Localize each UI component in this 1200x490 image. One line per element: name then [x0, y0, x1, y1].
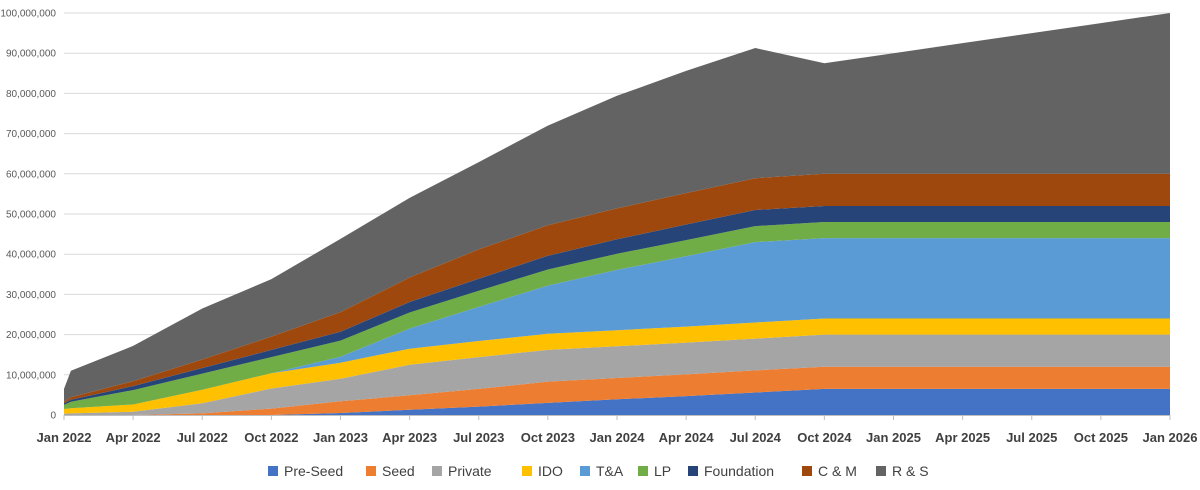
x-tick-label: Apr 2023 [382, 430, 437, 445]
area-ido [64, 318, 1170, 414]
x-tick-label: Apr 2024 [659, 430, 715, 445]
y-tick-label: 10,000,000 [6, 370, 56, 381]
y-tick-label: 0 [50, 411, 56, 422]
x-tick-label: Apr 2025 [935, 430, 990, 445]
legend-swatch [580, 466, 590, 476]
x-tick-label: Jul 2024 [730, 430, 782, 445]
y-tick-label: 50,000,000 [6, 210, 56, 221]
area-series [64, 13, 1170, 415]
legend-label: Seed [382, 463, 415, 479]
legend-swatch [688, 466, 698, 476]
legend-item-seed: Seed [366, 463, 415, 479]
legend-item-ido: IDO [522, 463, 563, 479]
legend-label: IDO [538, 463, 563, 479]
y-tick-label: 40,000,000 [6, 250, 56, 261]
legend: Pre-Seed Seed Private IDO T&A LP Foundation C &… [268, 463, 929, 479]
legend-label: T&A [596, 463, 624, 479]
x-tick-label: Jan 2026 [1143, 430, 1198, 445]
x-tick-label: Oct 2025 [1074, 430, 1128, 445]
legend-label: Foundation [704, 463, 774, 479]
area-lp [64, 222, 1170, 409]
legend-item-foundation: Foundation [688, 463, 774, 479]
legend-item-t-a: T&A [580, 463, 624, 479]
legend-item-private: Private [432, 463, 492, 479]
x-tick-label: Jan 2024 [590, 430, 646, 445]
area-foundation [64, 206, 1170, 405]
legend-item-lp: LP [638, 463, 671, 479]
legend-swatch [366, 466, 376, 476]
area-t-a [64, 238, 1170, 409]
legend-swatch [802, 466, 812, 476]
x-tick-label: Oct 2022 [244, 430, 298, 445]
y-tick-label: 100,000,000 [0, 9, 56, 20]
legend-label: C & M [818, 463, 857, 479]
area-r-s [64, 13, 1170, 402]
x-tick-label: Oct 2023 [521, 430, 575, 445]
legend-swatch [522, 466, 532, 476]
y-tick-label: 30,000,000 [6, 290, 56, 301]
legend-label: R & S [892, 463, 929, 479]
legend-item-c-m: C & M [802, 463, 857, 479]
axes: 0 10,000,000 20,000,000 30,000,000 40,000,00… [0, 9, 1197, 446]
x-tick-label: Jul 2023 [453, 430, 504, 445]
x-tick-label: Jan 2025 [866, 430, 921, 445]
area-private [64, 334, 1170, 415]
legend-label: Private [448, 463, 492, 479]
legend-swatch [432, 466, 442, 476]
x-tick-label: Jul 2025 [1006, 430, 1057, 445]
legend-item-r-s: R & S [876, 463, 929, 479]
legend-label: Pre-Seed [284, 463, 343, 479]
x-tick-label: Oct 2024 [797, 430, 852, 445]
y-tick-label: 70,000,000 [6, 129, 56, 140]
legend-swatch [876, 466, 886, 476]
y-tick-label: 90,000,000 [6, 49, 56, 60]
y-tick-label: 80,000,000 [6, 89, 56, 100]
x-tick-label: Jan 2023 [313, 430, 368, 445]
y-tick-label: 60,000,000 [6, 169, 56, 180]
legend-swatch [638, 466, 648, 476]
area-pre-seed [64, 388, 1170, 415]
y-tick-label: 20,000,000 [6, 330, 56, 341]
area-c-m [64, 173, 1170, 404]
legend-item-pre-seed: Pre-Seed [268, 463, 343, 479]
x-tick-label: Jul 2022 [177, 430, 228, 445]
legend-label: LP [654, 463, 671, 479]
legend-swatch [268, 466, 278, 476]
x-tick-label: Apr 2022 [106, 430, 161, 445]
area-seed [64, 366, 1170, 415]
x-tick-label: Jan 2022 [37, 430, 92, 445]
